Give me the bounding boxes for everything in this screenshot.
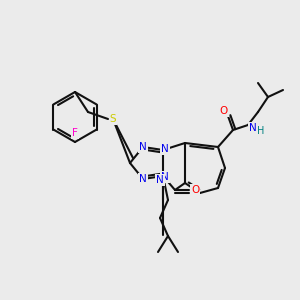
Text: N: N [139, 142, 147, 152]
Text: H: H [257, 126, 265, 136]
Text: N: N [139, 174, 147, 184]
Text: O: O [191, 185, 199, 195]
Text: N: N [249, 123, 257, 133]
Text: N: N [161, 172, 169, 182]
Text: F: F [72, 128, 78, 138]
Text: S: S [110, 114, 116, 124]
Text: N: N [161, 144, 169, 154]
Text: O: O [220, 106, 228, 116]
Text: N: N [156, 175, 164, 185]
